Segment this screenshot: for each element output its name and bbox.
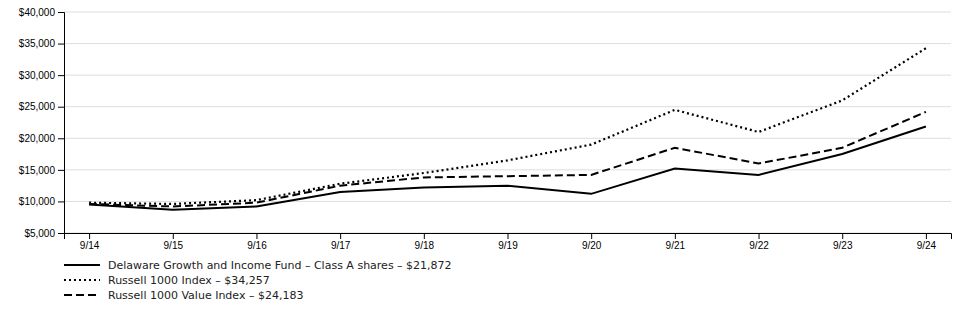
x-tick-mark xyxy=(675,233,676,239)
x-tick-mark xyxy=(759,233,760,239)
x-tick: 9/14 xyxy=(80,233,100,251)
y-tick-label: $30,000 xyxy=(19,70,56,81)
y-tick: $40,000 xyxy=(19,7,64,18)
legend-label: Russell 1000 Index – $34,257 xyxy=(108,274,270,287)
x-tick: 9/17 xyxy=(331,233,351,251)
y-axis: $5,000 $10,000 $15,000 $20,000 $25,000 $30,00… xyxy=(19,7,65,239)
x-tick-label: 9/24 xyxy=(917,240,937,251)
x-tick-mark xyxy=(926,233,927,239)
y-tick: $25,000 xyxy=(19,101,64,112)
grid-line xyxy=(64,138,951,139)
series-line xyxy=(89,48,926,204)
series-group xyxy=(89,48,926,209)
legend-label: Russell 1000 Value Index – $24,183 xyxy=(108,289,303,302)
x-tick: 9/20 xyxy=(582,233,602,251)
x-tick-label: 9/21 xyxy=(666,240,686,251)
x-tick-label: 9/17 xyxy=(331,240,351,251)
x-tick-mark xyxy=(256,233,257,239)
x-axis-line xyxy=(65,234,952,240)
x-tick-label: 9/15 xyxy=(164,240,184,251)
y-tick-label: $40,000 xyxy=(19,7,56,18)
grid xyxy=(64,12,951,233)
y-tick: $35,000 xyxy=(19,38,64,49)
legend-swatch xyxy=(64,264,100,266)
grid-line xyxy=(64,43,951,44)
x-tick-mark xyxy=(340,233,341,239)
y-tick: $20,000 xyxy=(19,133,64,144)
legend-item: Russell 1000 Index – $34,257 xyxy=(64,274,270,287)
y-tick-mark xyxy=(58,201,64,202)
y-tick-mark xyxy=(58,233,64,234)
x-tick-mark xyxy=(591,233,592,239)
x-tick-mark xyxy=(424,233,425,239)
y-tick-label: $15,000 xyxy=(19,165,56,176)
x-tick-mark xyxy=(89,233,90,239)
legend: Delaware Growth and Income Fund – Class … xyxy=(64,259,452,302)
x-tick: 9/24 xyxy=(917,233,937,251)
x-tick-mark xyxy=(508,233,509,239)
x-tick-label: 9/14 xyxy=(80,240,100,251)
legend-swatch xyxy=(64,294,100,296)
x-tick-label: 9/22 xyxy=(749,240,769,251)
y-tick-mark xyxy=(58,138,64,139)
y-tick-label: $20,000 xyxy=(19,133,56,144)
y-tick: $30,000 xyxy=(19,70,64,81)
x-tick: 9/16 xyxy=(247,233,267,251)
x-tick: 9/23 xyxy=(833,233,853,251)
grid-line xyxy=(64,201,951,202)
y-tick-label: $5,000 xyxy=(24,228,55,239)
y-axis-line xyxy=(58,13,65,234)
plot: 9/14 9/15 9/16 9/17 9/18 9/19 9/20 9/21 9/22 9/23… xyxy=(19,7,952,302)
series-line xyxy=(89,126,926,209)
series-line xyxy=(89,112,926,207)
x-tick: 9/21 xyxy=(666,233,686,251)
grid-line xyxy=(64,169,951,170)
y-tick-mark xyxy=(58,75,64,76)
y-tick: $15,000 xyxy=(19,165,64,176)
x-axis: 9/14 9/15 9/16 9/17 9/18 9/19 9/20 9/21 9/22 9/23… xyxy=(65,233,952,251)
y-tick-mark xyxy=(58,44,64,45)
x-tick-mark xyxy=(173,233,174,239)
y-tick: $10,000 xyxy=(19,196,64,207)
legend-item: Delaware Growth and Income Fund – Class … xyxy=(64,259,452,272)
chart: 9/14 9/15 9/16 9/17 9/18 9/19 9/20 9/21 9/22 9/23… xyxy=(0,0,975,314)
grid-line xyxy=(64,12,951,13)
y-tick-label: $25,000 xyxy=(19,101,56,112)
x-tick-label: 9/16 xyxy=(247,240,267,251)
y-tick-label: $10,000 xyxy=(19,196,56,207)
y-tick-mark xyxy=(58,170,64,171)
x-tick-label: 9/23 xyxy=(833,240,853,251)
legend-swatch xyxy=(64,279,100,281)
legend-item: Russell 1000 Value Index – $24,183 xyxy=(64,289,303,302)
x-tick: 9/19 xyxy=(498,233,518,251)
x-tick: 9/15 xyxy=(164,233,184,251)
y-tick-mark xyxy=(58,107,64,108)
grid-line xyxy=(64,106,951,107)
x-tick-mark xyxy=(842,233,843,239)
x-tick: 9/18 xyxy=(415,233,435,251)
y-tick-mark xyxy=(58,12,64,13)
x-tick: 9/22 xyxy=(749,233,769,251)
x-tick-label: 9/20 xyxy=(582,240,602,251)
grid-line xyxy=(64,75,951,76)
legend-label: Delaware Growth and Income Fund – Class … xyxy=(108,259,452,272)
y-tick-label: $35,000 xyxy=(19,38,56,49)
x-tick-label: 9/19 xyxy=(498,240,518,251)
y-tick: $5,000 xyxy=(24,228,64,239)
x-tick-label: 9/18 xyxy=(415,240,435,251)
